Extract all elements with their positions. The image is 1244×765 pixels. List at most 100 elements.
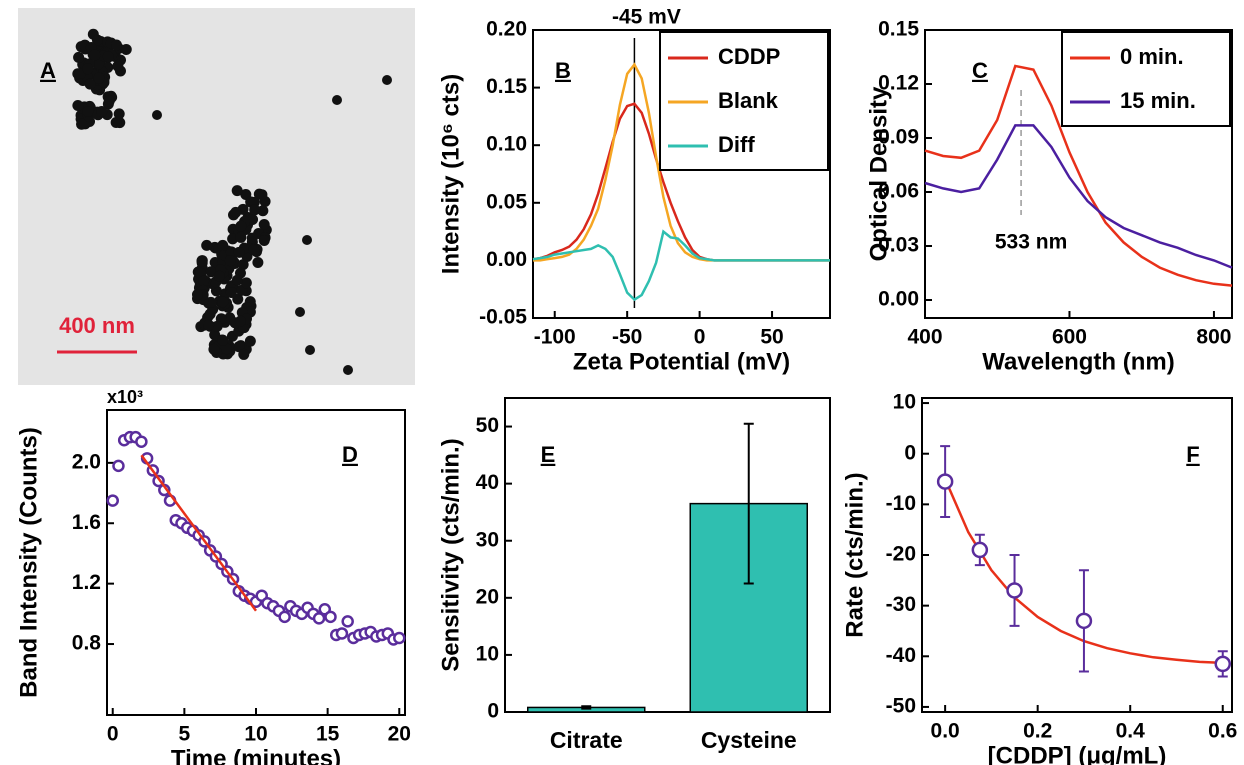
point xyxy=(280,612,290,622)
figure: 400 nmA-0.050.000.050.100.150.20-100-500… xyxy=(0,0,1244,765)
x-tick-label: -100 xyxy=(534,326,576,349)
x-tick-label: 400 xyxy=(907,326,942,349)
particle xyxy=(247,233,258,244)
particle xyxy=(96,106,107,117)
y-tick-label: 1.6 xyxy=(72,511,101,534)
particle xyxy=(214,271,225,282)
x-axis-label: Time (minutes) xyxy=(171,745,341,765)
x-tick-label: 50 xyxy=(760,326,783,349)
x-tick-label: 15 xyxy=(316,723,340,746)
particle xyxy=(196,255,207,266)
y-axis-label: Sensitivity (cts/min.) xyxy=(437,438,464,671)
point xyxy=(337,628,347,638)
particle xyxy=(217,296,228,307)
panel-label: F xyxy=(1186,442,1199,467)
particle xyxy=(249,204,260,215)
particle xyxy=(332,95,342,105)
x-tick-label: 0 xyxy=(694,326,706,349)
x-tick-label: 10 xyxy=(244,723,267,746)
y-tick-label: -0.05 xyxy=(479,306,527,329)
particle xyxy=(201,240,212,251)
y-tick-label: 10 xyxy=(893,391,916,414)
point xyxy=(108,496,118,506)
x-tick-label: 0 xyxy=(107,723,119,746)
particle xyxy=(256,189,267,200)
scale-label: x10³ xyxy=(107,387,143,407)
x-tick-label: Citrate xyxy=(550,727,623,753)
particle xyxy=(245,336,256,347)
y-tick-label: 0.05 xyxy=(486,190,527,213)
particle xyxy=(235,316,246,327)
particle xyxy=(82,106,93,117)
y-tick-label: 0.15 xyxy=(486,75,527,98)
y-tick-label: 50 xyxy=(476,414,499,437)
y-tick-label: -30 xyxy=(886,593,916,616)
point xyxy=(1008,583,1022,597)
x-axis-label: [CDDP] (μg/mL) xyxy=(988,742,1167,765)
particle xyxy=(230,207,241,218)
x-tick-label: 0.2 xyxy=(1023,720,1052,743)
particle xyxy=(112,61,123,72)
particle xyxy=(89,49,100,60)
point xyxy=(394,633,404,643)
y-tick-label: 0 xyxy=(487,700,499,723)
y-tick-label: 1.2 xyxy=(72,571,101,594)
point xyxy=(1077,614,1091,628)
x-tick-label: 0.6 xyxy=(1208,720,1237,743)
y-tick-label: -40 xyxy=(886,644,916,667)
point xyxy=(938,475,952,489)
particle xyxy=(111,39,122,50)
y-tick-label: 10 xyxy=(476,642,499,665)
panel-label: A xyxy=(40,58,56,83)
y-tick-label: 40 xyxy=(476,471,499,494)
x-tick-label: 0.0 xyxy=(931,720,960,743)
y-tick-label: 30 xyxy=(476,528,499,551)
y-axis-label: Rate (cts/min.) xyxy=(841,472,868,637)
point xyxy=(1216,657,1230,671)
particle xyxy=(235,232,246,243)
legend-label: Blank xyxy=(718,88,779,113)
y-tick-label: -50 xyxy=(886,694,916,717)
particle xyxy=(208,344,219,355)
y-tick-label: 0.00 xyxy=(878,288,919,311)
x-tick-label: 5 xyxy=(179,723,191,746)
particle xyxy=(234,247,245,258)
particle xyxy=(302,235,312,245)
particle xyxy=(73,52,84,63)
particle xyxy=(192,289,203,300)
legend-label: 0 min. xyxy=(1120,44,1184,69)
series-line xyxy=(925,125,1232,267)
x-tick-label: 800 xyxy=(1196,326,1231,349)
particle xyxy=(203,320,214,331)
particle xyxy=(217,335,228,346)
y-axis-label: Intensity (10⁶ cts) xyxy=(437,74,464,274)
y-tick-label: 20 xyxy=(476,585,499,608)
panel-label: C xyxy=(972,58,988,83)
panel-label: B xyxy=(555,58,571,83)
particle xyxy=(238,349,249,360)
scale-bar-label: 400 nm xyxy=(59,313,135,338)
particle xyxy=(152,110,162,120)
x-axis-label: Zeta Potential (mV) xyxy=(573,348,790,375)
particle xyxy=(235,221,246,232)
y-tick-label: 0.15 xyxy=(878,18,919,41)
y-tick-label: -20 xyxy=(886,543,916,566)
particle xyxy=(232,275,243,286)
y-tick-label: 0.10 xyxy=(486,133,527,156)
legend-label: Diff xyxy=(718,132,755,157)
page: {"chart_data":[ {"type":"image","panel_l… xyxy=(0,0,1244,765)
x-tick-label: 600 xyxy=(1052,326,1087,349)
particle xyxy=(82,63,93,74)
y-tick-label: 0 xyxy=(904,441,916,464)
x-tick-label: 20 xyxy=(388,723,411,746)
point xyxy=(343,616,353,626)
particle xyxy=(295,307,305,317)
y-tick-label: 2.0 xyxy=(72,450,101,473)
x-axis-label: Wavelength (nm) xyxy=(982,348,1174,375)
y-tick-label: -10 xyxy=(886,492,916,515)
panel-label: E xyxy=(541,442,556,467)
particle xyxy=(114,108,125,119)
particle xyxy=(252,257,263,268)
particle xyxy=(382,75,392,85)
point xyxy=(113,461,123,471)
